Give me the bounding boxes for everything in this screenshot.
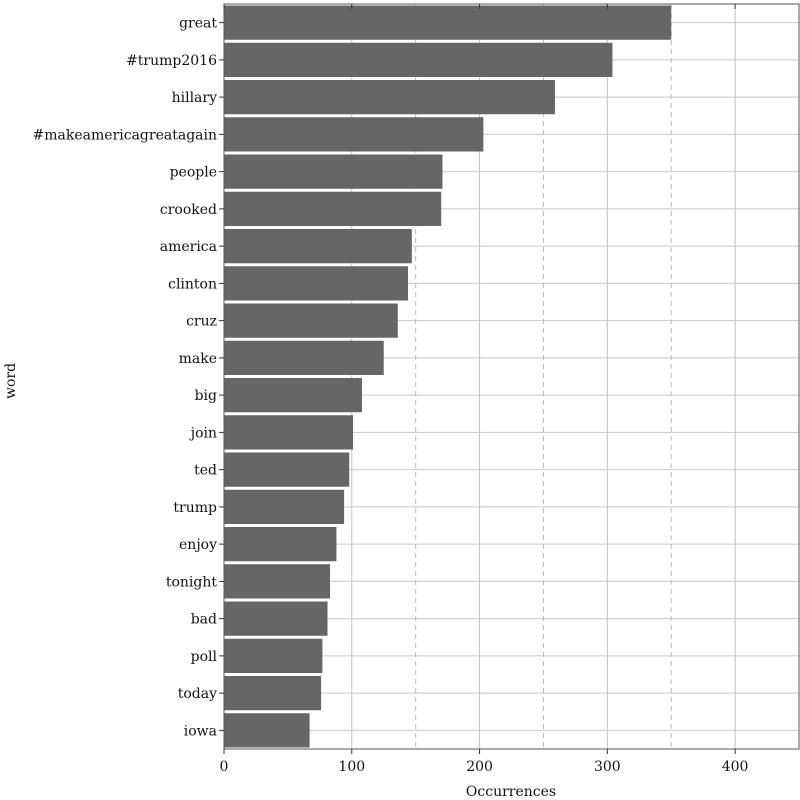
y-axis-title: word [3,363,19,399]
y-tick-label: #trump2016 [126,53,217,69]
y-tick-label: great [179,16,217,32]
y-tick-label: crooked [160,202,217,218]
x-axis-title: Occurrences [466,784,556,800]
bars [224,5,672,748]
x-tick-label: 400 [722,759,749,775]
y-tick-label: tonight [166,574,218,590]
axes [219,3,800,754]
plot-frame [223,3,800,750]
bar [224,638,323,673]
x-tick-label: 0 [220,759,229,775]
bar [224,80,555,115]
bar [224,452,350,487]
y-tick-label: iowa [184,723,217,739]
x-tick-label: 300 [594,759,621,775]
y-tick-label: clinton [168,276,217,292]
bar [224,340,384,375]
bar [224,527,337,562]
grid-lines [223,4,799,749]
y-tick-label: poll [191,649,218,665]
y-tick-label: ted [194,463,217,479]
bar [224,415,354,450]
bar [224,676,322,711]
y-tick-label: enjoy [179,537,217,553]
y-tick-label: america [160,239,217,255]
y-tick-label: today [178,686,217,702]
bar [224,303,398,338]
bar [224,191,442,226]
bar [224,266,408,301]
bar [224,42,613,77]
bar [224,229,412,264]
bar [224,564,331,599]
bar [224,601,328,636]
x-tick-label: 200 [466,759,493,775]
y-tick-label: cruz [186,314,217,330]
y-tick-label: join [189,425,217,441]
y-tick-label: make [179,351,217,367]
tick-labels: 0 100 200 300 400 great #trump2016 hillary #make… [33,16,749,775]
y-tick-label: big [195,388,217,404]
bar [224,713,310,748]
y-tick-label: bad [191,612,217,628]
y-tick-label: trump [173,500,217,516]
bar [224,489,345,524]
bar [224,154,443,189]
x-tick-label: 100 [338,759,365,775]
y-tick-label: hillary [172,90,217,106]
bar [224,378,362,413]
y-tick-label: #makeamericagreatagain [33,127,217,143]
bar [224,117,484,152]
y-tick-label: people [170,165,217,181]
bar [224,5,672,40]
